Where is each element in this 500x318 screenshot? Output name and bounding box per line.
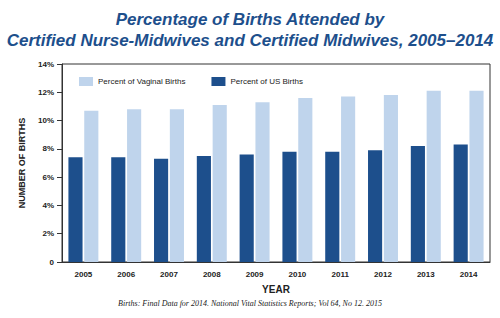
svg-text:2007: 2007 bbox=[160, 270, 178, 279]
svg-text:12%: 12% bbox=[38, 88, 54, 97]
svg-text:2014: 2014 bbox=[460, 270, 478, 279]
svg-text:2%: 2% bbox=[42, 229, 54, 238]
svg-text:6%: 6% bbox=[42, 173, 54, 182]
svg-text:2008: 2008 bbox=[203, 270, 221, 279]
svg-text:2010: 2010 bbox=[289, 270, 307, 279]
svg-text:2005: 2005 bbox=[75, 270, 93, 279]
svg-text:Certified Nurse-Midwives and C: Certified Nurse-Midwives and Certified M… bbox=[7, 31, 494, 50]
svg-text:2012: 2012 bbox=[374, 270, 392, 279]
svg-text:YEAR: YEAR bbox=[262, 284, 291, 295]
svg-text:4%: 4% bbox=[42, 201, 54, 210]
svg-text:14%: 14% bbox=[38, 60, 54, 69]
svg-text:0: 0 bbox=[50, 258, 55, 267]
svg-text:NUMBER OF BIRTHS: NUMBER OF BIRTHS bbox=[17, 118, 27, 209]
svg-text:Percentage of Births Attended: Percentage of Births Attended by bbox=[116, 10, 386, 29]
svg-text:8%: 8% bbox=[42, 144, 54, 153]
svg-text:Births: Final Data for 2014. N: Births: Final Data for 2014. National Vi… bbox=[118, 299, 382, 308]
svg-text:10%: 10% bbox=[38, 116, 54, 125]
svg-text:2011: 2011 bbox=[332, 270, 350, 279]
svg-text:Percent of Vaginal Births: Percent of Vaginal Births bbox=[98, 77, 185, 86]
svg-text:2013: 2013 bbox=[417, 270, 435, 279]
svg-text:2006: 2006 bbox=[117, 270, 135, 279]
svg-text:Percent of US Births: Percent of US Births bbox=[230, 77, 302, 86]
svg-text:2009: 2009 bbox=[246, 270, 264, 279]
